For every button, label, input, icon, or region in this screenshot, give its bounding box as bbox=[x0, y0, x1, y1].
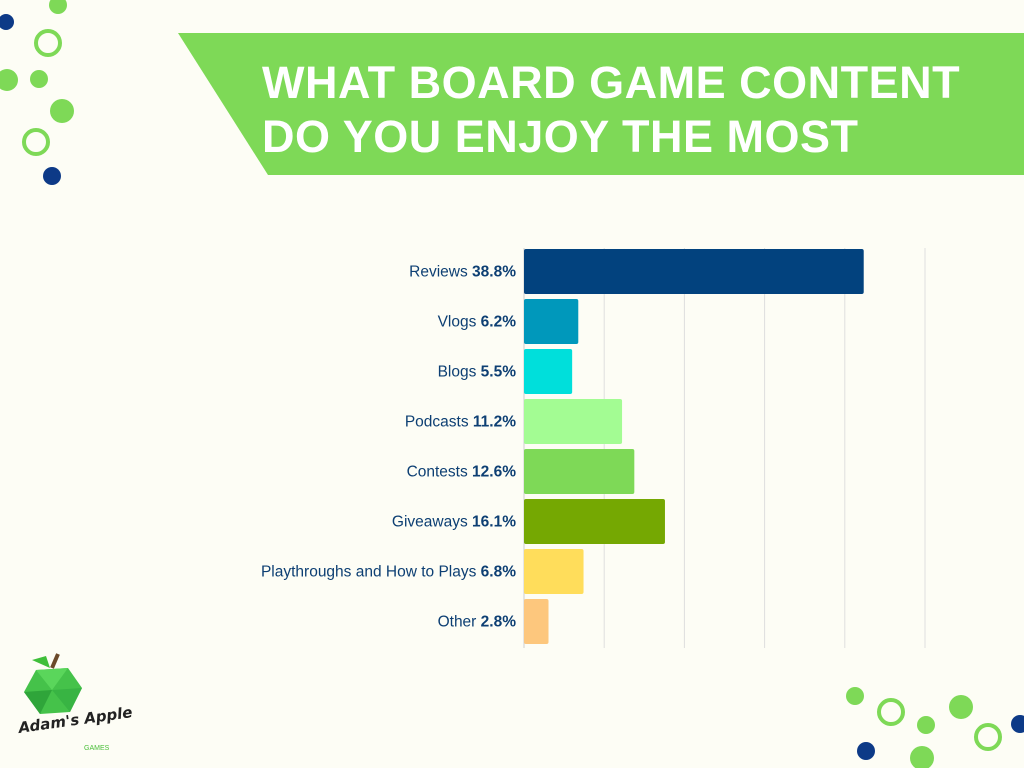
value-label: 11.2% bbox=[473, 414, 516, 431]
category-name: Contests bbox=[407, 464, 472, 481]
category-name: Podcasts bbox=[405, 414, 473, 431]
title-line-1: WHAT BOARD GAME CONTENT bbox=[262, 57, 961, 108]
apple-logo-icon bbox=[24, 653, 82, 714]
category-label: Podcasts 11.2% bbox=[405, 414, 516, 431]
page-title: WHAT BOARD GAME CONTENT DO YOU ENJOY THE… bbox=[262, 56, 960, 164]
value-label: 12.6% bbox=[472, 464, 516, 481]
bar bbox=[524, 249, 864, 294]
value-label: 16.1% bbox=[472, 514, 516, 531]
category-name: Blogs bbox=[438, 364, 481, 381]
category-name: Other bbox=[438, 614, 481, 631]
bar bbox=[524, 499, 665, 544]
category-label: Blogs 5.5% bbox=[438, 364, 517, 381]
category-label: Other 2.8% bbox=[438, 614, 517, 631]
category-label: Reviews 38.8% bbox=[409, 264, 516, 281]
value-label: 6.2% bbox=[481, 314, 517, 331]
logo-subtext: GAMES bbox=[84, 745, 110, 752]
title-line-2: DO YOU ENJOY THE MOST bbox=[262, 111, 859, 162]
title-banner bbox=[178, 33, 1024, 175]
bar bbox=[524, 599, 549, 644]
bar bbox=[524, 299, 579, 344]
category-name: Vlogs bbox=[438, 314, 481, 331]
category-name: Giveaways bbox=[392, 514, 472, 531]
value-label: 2.8% bbox=[481, 614, 517, 631]
value-label: 5.5% bbox=[481, 364, 517, 381]
category-name: Playthroughs and How to Plays bbox=[261, 564, 481, 581]
value-label: 6.8% bbox=[481, 564, 517, 581]
value-label: 38.8% bbox=[472, 264, 516, 281]
category-name: Reviews bbox=[409, 264, 472, 281]
bar bbox=[524, 349, 573, 394]
category-label: Giveaways 16.1% bbox=[392, 514, 516, 531]
bar bbox=[524, 399, 623, 444]
category-label: Playthroughs and How to Plays 6.8% bbox=[261, 564, 516, 581]
category-label: Contests 12.6% bbox=[407, 464, 517, 481]
category-label: Vlogs 6.2% bbox=[438, 314, 517, 331]
bar bbox=[524, 549, 584, 594]
bar bbox=[524, 449, 635, 494]
